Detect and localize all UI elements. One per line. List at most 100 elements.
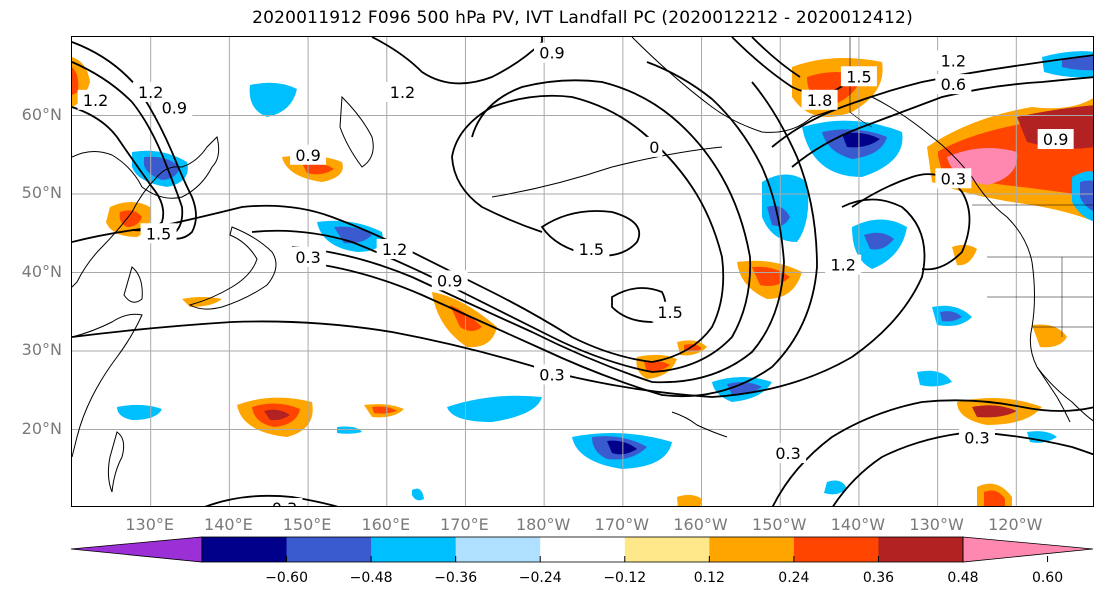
anomaly-red-blob bbox=[984, 490, 1005, 506]
contour-label-bg bbox=[652, 301, 689, 322]
anomaly-darkblue-blob bbox=[940, 311, 962, 322]
longitude-label: 140°W bbox=[830, 515, 886, 534]
anomaly-darkred-blob bbox=[1017, 105, 1093, 149]
asia-coastline bbox=[72, 136, 220, 288]
contour-label-bg bbox=[290, 144, 327, 165]
coastlines bbox=[72, 37, 1093, 493]
anomaly-navy-blob bbox=[607, 440, 637, 455]
pv-contour-line bbox=[72, 41, 197, 240]
colorbar-extend-low bbox=[70, 536, 203, 563]
colorbar-segment bbox=[624, 537, 710, 562]
map-title: 2020011912 F096 500 hPa PV, IVT Landfall… bbox=[252, 8, 913, 28]
contour-label-bg bbox=[534, 42, 571, 63]
anomaly-blue-blob bbox=[249, 82, 297, 117]
contour-label-bg bbox=[958, 427, 995, 448]
anomaly-blue-blob bbox=[447, 395, 542, 422]
anomaly-darkblue-blob bbox=[144, 156, 180, 180]
longitude-label: 130°E bbox=[125, 515, 175, 534]
contour-label-bg bbox=[935, 50, 972, 71]
contour-label-bg bbox=[840, 66, 877, 87]
colorbar-tick-label: −0.24 bbox=[518, 570, 562, 586]
colorbar-tick-label: −0.12 bbox=[603, 570, 647, 586]
anomaly-red-blob bbox=[302, 162, 334, 175]
longitude-label: 170°E bbox=[440, 515, 489, 534]
pv-contour-line bbox=[791, 76, 1093, 168]
colorbar-segment bbox=[202, 537, 288, 562]
pv-contour-line bbox=[204, 494, 339, 506]
anomaly-blue-blob bbox=[412, 488, 424, 501]
colorbar-tick-label: 0.60 bbox=[1031, 570, 1064, 586]
colorbar bbox=[70, 536, 1095, 568]
contour-label: 0.9 bbox=[162, 99, 187, 118]
anomaly-blue-blob bbox=[337, 426, 362, 434]
contour-label-bg bbox=[384, 81, 421, 102]
anomaly-red-blob bbox=[644, 361, 670, 373]
contour-label-bg bbox=[1037, 129, 1074, 150]
china-coastline bbox=[72, 313, 143, 458]
anomaly-blue-blob bbox=[117, 404, 162, 420]
anomaly-shading bbox=[72, 51, 1093, 506]
pv-contour-line bbox=[251, 79, 752, 373]
anomaly-orange-blob bbox=[1032, 324, 1067, 348]
anomaly-blue-blob bbox=[917, 370, 952, 387]
contour-label-bg bbox=[935, 74, 972, 95]
contour-label: 0.9 bbox=[437, 271, 462, 290]
longitude-label: 120°W bbox=[988, 515, 1043, 534]
latitude-label: 30°N bbox=[21, 340, 62, 359]
contour-label: 1.5 bbox=[846, 67, 871, 86]
map-canvas: 1.20.91.21.51.20.90.90.3 1.20.91.51.501.8… bbox=[72, 37, 1093, 507]
longitude-label: 150°W bbox=[752, 515, 807, 534]
colorbar-extend-high bbox=[962, 536, 1094, 563]
contour-label-bg bbox=[935, 168, 972, 189]
contour-label: 0.9 bbox=[1043, 130, 1068, 149]
latitude-label: 50°N bbox=[21, 183, 62, 202]
contour-label: 0.3 bbox=[941, 169, 966, 188]
baja-coastline bbox=[1036, 366, 1071, 423]
pv-contour-line bbox=[371, 37, 543, 85]
colorbar-tick-label: 0.36 bbox=[862, 570, 895, 586]
contour-label-bg bbox=[770, 443, 807, 464]
canada-border bbox=[849, 37, 873, 128]
colorbar-tick-label: −0.36 bbox=[434, 570, 478, 586]
longitude-label: 160°E bbox=[361, 515, 411, 534]
contour-label: 1.8 bbox=[807, 91, 832, 110]
contour-label: 1.2 bbox=[941, 52, 966, 71]
colorbar-tick-label: −0.48 bbox=[349, 570, 393, 586]
contour-label-bg bbox=[140, 223, 177, 244]
contour-labels: 1.20.91.21.51.20.90.90.3 1.20.91.51.501.8… bbox=[77, 42, 1074, 507]
contour-label-bg bbox=[156, 97, 193, 118]
contour-label: 0.3 bbox=[539, 366, 564, 385]
korea-coastline bbox=[123, 266, 143, 303]
state-border bbox=[987, 256, 1093, 337]
contour-label: 1.2 bbox=[390, 83, 415, 102]
anomaly-darkblue-blob bbox=[864, 232, 894, 250]
philippines-coastline bbox=[107, 431, 125, 493]
contour-label-bg bbox=[534, 364, 571, 385]
contour-label: 0.3 bbox=[775, 444, 800, 463]
contour-label: 0 bbox=[649, 138, 659, 157]
pv-contour-line bbox=[301, 81, 818, 398]
contour-label: 1.2 bbox=[138, 83, 163, 102]
contour-label-bg bbox=[825, 254, 862, 275]
anomaly-red-blob bbox=[72, 67, 79, 95]
longitude-label: 180°W bbox=[515, 515, 571, 534]
colorbar-tick-label: −0.60 bbox=[265, 570, 308, 586]
anomaly-orange-blob bbox=[677, 494, 702, 506]
pv-contour-line bbox=[772, 399, 1093, 506]
colorbar-segment bbox=[371, 537, 457, 562]
map-panel: 1.2 0.9 1.2 1.5 1.2 0.9 0.9 0.3 1.2 0.9 1.5 1.5 0 1.8… bbox=[71, 36, 1094, 507]
pv-contour-line bbox=[751, 37, 801, 78]
aleutians-coastline bbox=[491, 146, 723, 198]
contour-label-bg bbox=[77, 89, 114, 110]
anomaly-red-blob bbox=[372, 406, 397, 414]
colorbar-segment bbox=[455, 537, 541, 562]
contour-label: 1.2 bbox=[830, 256, 855, 275]
anomaly-darkred-blob bbox=[264, 409, 290, 421]
contour-label: 0.3 bbox=[272, 499, 297, 507]
contour-label-bg bbox=[573, 238, 610, 259]
latitude-label: 20°N bbox=[21, 418, 62, 438]
contour-label: 1.2 bbox=[83, 91, 108, 110]
longitude-label: 160°W bbox=[673, 515, 728, 534]
anomaly-orange-blob bbox=[182, 297, 222, 307]
anomaly-darkblue-blob bbox=[1062, 56, 1093, 71]
